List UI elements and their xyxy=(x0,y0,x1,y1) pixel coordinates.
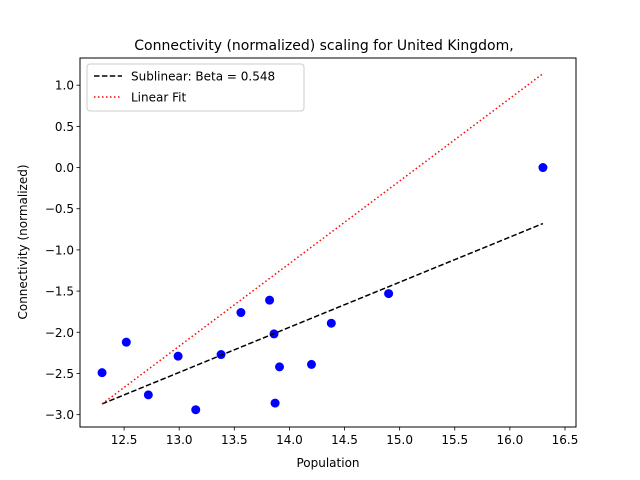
y-tick-label: −2.5 xyxy=(45,367,74,381)
x-tick-label: 13.0 xyxy=(166,433,193,447)
plot-frame xyxy=(79,57,577,428)
scatter-point xyxy=(270,398,280,408)
scatter-point xyxy=(121,337,131,347)
scatter-point xyxy=(265,295,275,305)
x-tick-label: 15.5 xyxy=(441,433,468,447)
legend-linear-label: Linear Fit xyxy=(131,91,186,105)
y-tick-label: −1.0 xyxy=(45,243,74,257)
y-tick-label: −2.0 xyxy=(45,326,74,340)
scatter-point xyxy=(236,308,246,318)
legend-box xyxy=(86,63,305,112)
scatter-point xyxy=(306,359,316,369)
x-tick-label: 16.5 xyxy=(552,433,579,447)
y-tick-label: −3.0 xyxy=(45,408,74,422)
x-tick-label: 15.0 xyxy=(386,433,413,447)
tick-layer: 12.5 13.0 13.5 14.0 14.5 15.0 15.5 16.0 16.5 −3.0… xyxy=(45,79,578,447)
y-tick-label: 0.5 xyxy=(55,120,74,134)
y-tick-label: −0.5 xyxy=(45,202,74,216)
scatter-point xyxy=(538,163,548,173)
legend: Sublinear: Beta = 0.548 Linear Fit xyxy=(86,63,305,112)
scatter-point xyxy=(143,390,153,400)
y-tick-label: 0.0 xyxy=(55,161,74,175)
x-tick-label: 14.5 xyxy=(331,433,358,447)
y-tick-label: −1.5 xyxy=(45,285,74,299)
y-axis-label: Connectivity (normalized) xyxy=(16,164,30,319)
x-axis-label: Population xyxy=(296,456,359,470)
scatter-point xyxy=(275,362,285,372)
scatter-point xyxy=(191,405,201,415)
x-tick-label: 16.0 xyxy=(497,433,524,447)
y-tick-label: 1.0 xyxy=(55,79,74,93)
x-tick-label: 12.5 xyxy=(111,433,138,447)
chart-title: Connectivity (normalized) scaling for Un… xyxy=(134,38,513,54)
scatter-point xyxy=(384,289,394,299)
x-tick-label: 14.0 xyxy=(276,433,303,447)
x-tick-label: 13.5 xyxy=(221,433,248,447)
plot-data xyxy=(97,73,548,415)
sublinear-fit-line xyxy=(101,222,544,405)
legend-sublinear-label: Sublinear: Beta = 0.548 xyxy=(131,70,275,84)
scatter-point xyxy=(173,351,183,361)
scatter-point xyxy=(97,368,107,378)
scatter-point xyxy=(326,318,336,328)
